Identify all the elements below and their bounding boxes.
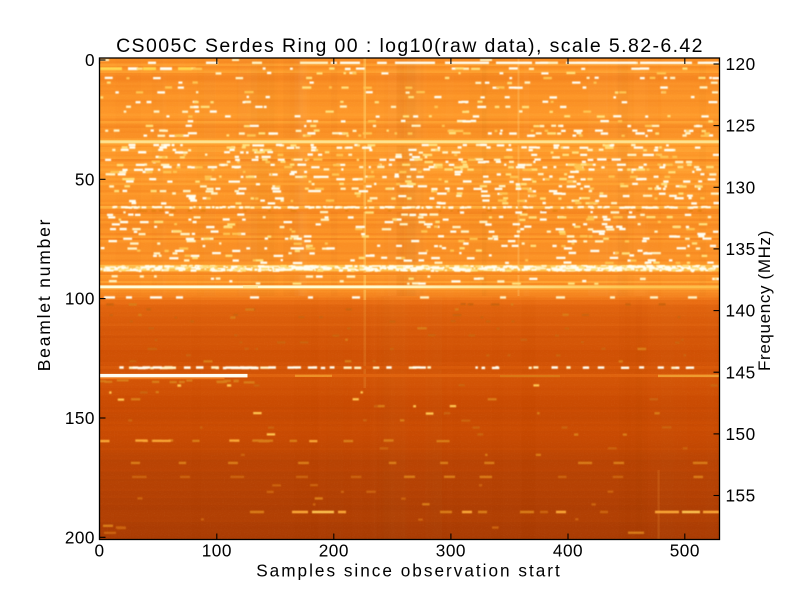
svg-text:100: 100 bbox=[202, 541, 232, 561]
svg-text:300: 300 bbox=[436, 541, 466, 561]
svg-text:135: 135 bbox=[726, 239, 756, 259]
svg-text:125: 125 bbox=[726, 116, 756, 136]
svg-text:145: 145 bbox=[726, 362, 756, 382]
svg-text:120: 120 bbox=[726, 54, 756, 74]
svg-text:130: 130 bbox=[726, 177, 756, 197]
svg-text:50: 50 bbox=[75, 169, 95, 189]
svg-text:CS005C Serdes Ring 00 : log10(: CS005C Serdes Ring 00 : log10(raw data),… bbox=[116, 35, 704, 57]
svg-text:140: 140 bbox=[726, 301, 756, 321]
svg-text:Samples since observation star: Samples since observation start bbox=[256, 561, 562, 581]
svg-text:200: 200 bbox=[319, 541, 349, 561]
svg-text:150: 150 bbox=[726, 424, 756, 444]
svg-text:Frequency (MHz): Frequency (MHz) bbox=[755, 230, 774, 371]
svg-text:100: 100 bbox=[65, 289, 95, 309]
svg-text:0: 0 bbox=[94, 541, 104, 561]
svg-text:Beamlet number: Beamlet number bbox=[34, 218, 54, 372]
svg-text:0: 0 bbox=[85, 50, 95, 70]
svg-text:400: 400 bbox=[553, 541, 583, 561]
svg-text:150: 150 bbox=[65, 408, 95, 428]
svg-text:155: 155 bbox=[726, 486, 756, 506]
svg-text:500: 500 bbox=[670, 541, 700, 561]
svg-text:200: 200 bbox=[65, 527, 95, 547]
